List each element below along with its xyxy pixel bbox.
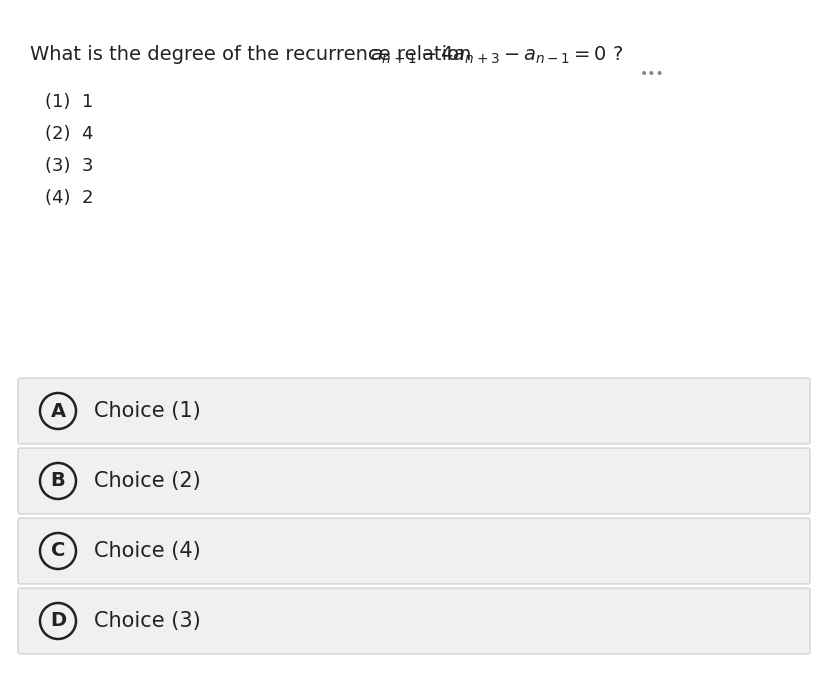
Text: $a_{n+1} - 4a_{n+3} - a_{n-1} = 0\ ?$: $a_{n+1} - 4a_{n+3} - a_{n-1} = 0\ ?$ — [370, 45, 623, 66]
Text: A: A — [50, 402, 65, 420]
Text: (1)  1: (1) 1 — [45, 93, 93, 111]
Text: Choice (1): Choice (1) — [94, 401, 200, 421]
FancyBboxPatch shape — [18, 518, 809, 584]
Text: (2)  4: (2) 4 — [45, 125, 93, 143]
Text: C: C — [50, 542, 65, 560]
Text: B: B — [50, 471, 65, 491]
Text: (3)  3: (3) 3 — [45, 157, 93, 175]
FancyBboxPatch shape — [18, 448, 809, 514]
Text: Choice (2): Choice (2) — [94, 471, 200, 491]
Text: •••: ••• — [639, 67, 664, 81]
Text: Choice (3): Choice (3) — [94, 611, 200, 631]
FancyBboxPatch shape — [18, 588, 809, 654]
Text: Choice (4): Choice (4) — [94, 541, 200, 561]
Text: (4)  2: (4) 2 — [45, 189, 93, 207]
Text: What is the degree of the recurrence relation: What is the degree of the recurrence rel… — [30, 45, 477, 64]
Text: D: D — [50, 611, 66, 631]
FancyBboxPatch shape — [18, 378, 809, 444]
